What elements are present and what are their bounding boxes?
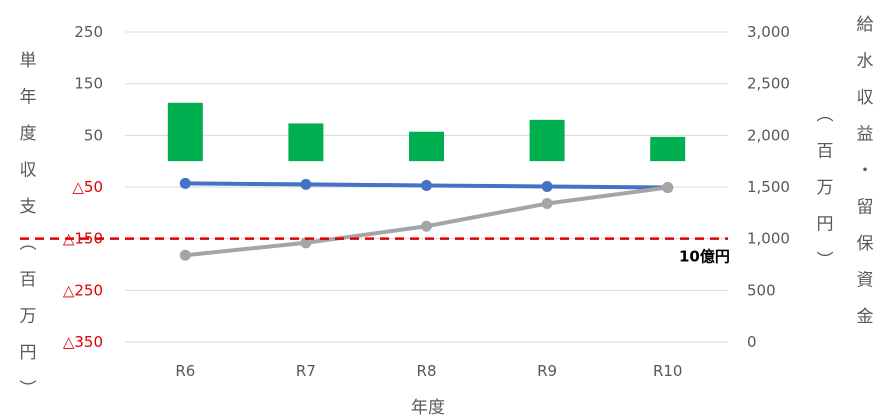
series-point [300,237,312,249]
bar-series [167,102,686,162]
left-tick-label: △350 [63,333,103,351]
threshold-label: 10億円 [679,248,730,266]
line-series [179,177,674,261]
x-axis-ticks: R6 R7 R8 R9 R10 [175,362,682,380]
x-tick-label: R6 [175,362,195,380]
series-point [421,179,432,191]
series-point [179,249,191,261]
series-point [541,180,553,192]
right-tick-label: 0 [747,333,757,351]
left-tick-label: △150 [63,230,103,248]
series-point [541,198,553,210]
left-tick-label: 250 [74,23,103,41]
bar [650,136,686,162]
left-tick-label: △50 [72,178,103,196]
right-tick-label: 1,500 [747,178,790,196]
bar [167,102,203,162]
right-axis-ticks: 0 500 1,000 1,500 2,000 2,500 3,000 [747,23,790,351]
right-axis-unit: ︵百万円︶ [817,105,834,271]
right-tick-label: 3,000 [747,23,790,41]
right-axis-title: 給水収益・留保資金 [857,15,874,327]
threshold-line-group: 10億円 [20,237,730,266]
right-tick-label: 500 [747,281,776,299]
bar [529,119,565,162]
series-point [662,182,674,194]
bar [409,131,444,162]
right-tick-label: 1,000 [747,230,790,248]
right-tick-label: 2,500 [747,75,790,93]
x-tick-label: R7 [296,362,316,380]
left-axis-ticks: 250 150 50 △50 △150 △250 △350 [63,23,103,351]
right-tick-label: 2,000 [747,126,790,144]
axis-titles: 年度 単年度収支︵百万円︶ 給水収益・留保資金 ︵百万円︶ [20,15,874,418]
x-axis-title: 年度 [411,398,445,418]
left-axis-title: 単年度収支︵百万円︶ [20,51,37,400]
x-tick-label: R9 [537,362,557,380]
series-point [421,220,432,232]
bar [288,123,324,162]
left-tick-label: △250 [63,281,103,299]
left-tick-label: 150 [74,75,103,93]
series-point [300,178,312,190]
left-tick-label: 50 [84,126,103,144]
x-tick-label: R10 [653,362,683,380]
x-tick-label: R8 [417,362,437,380]
series-point [179,177,191,189]
